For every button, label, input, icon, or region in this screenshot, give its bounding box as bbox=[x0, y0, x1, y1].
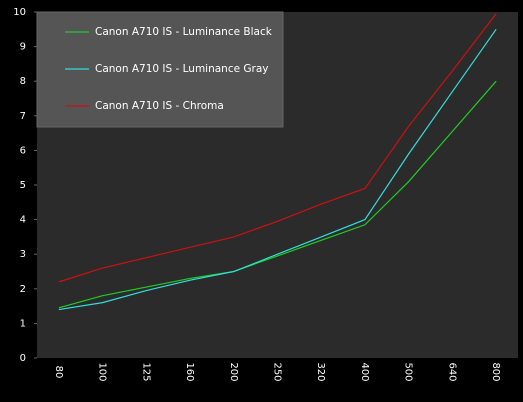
y-tick-label: 1 bbox=[20, 318, 26, 329]
x-tick-label: 400 bbox=[359, 362, 370, 381]
y-tick-label: 0 bbox=[20, 353, 26, 364]
series-line bbox=[58, 28, 497, 311]
x-tick-label: 80 bbox=[53, 366, 64, 379]
y-tick-label: 5 bbox=[20, 180, 26, 191]
x-tick-label: 125 bbox=[140, 362, 151, 381]
y-tick-label: 6 bbox=[20, 145, 26, 156]
x-tick-label: 200 bbox=[228, 362, 239, 381]
x-tick-label: 500 bbox=[403, 362, 414, 381]
x-tick-label: 250 bbox=[272, 362, 283, 381]
x-tick-label: 800 bbox=[490, 362, 501, 381]
x-tick-label: 640 bbox=[446, 362, 457, 381]
y-tick-label: 10 bbox=[13, 7, 26, 18]
series-line bbox=[58, 80, 497, 309]
y-tick-label: 8 bbox=[20, 76, 26, 87]
x-tick-label: 160 bbox=[184, 362, 195, 381]
x-tick-label: 100 bbox=[97, 362, 108, 381]
y-tick-label: 7 bbox=[20, 111, 26, 122]
x-tick-label: 320 bbox=[315, 362, 326, 381]
y-tick-label: 9 bbox=[20, 42, 26, 53]
legend-text: Canon A710 IS - Luminance Black bbox=[95, 26, 273, 38]
legend-text: Canon A710 IS - Chroma bbox=[95, 100, 224, 112]
series-line bbox=[58, 13, 497, 283]
y-tick-label: 4 bbox=[20, 215, 26, 226]
y-tick-label: 3 bbox=[20, 249, 26, 260]
legend-text: Canon A710 IS - Luminance Gray bbox=[95, 63, 269, 75]
y-tick-label: 2 bbox=[20, 284, 26, 295]
